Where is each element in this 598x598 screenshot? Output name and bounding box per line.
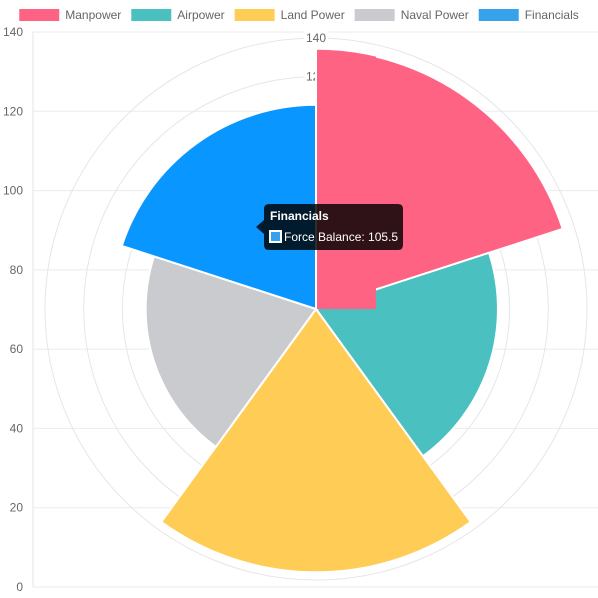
legend: Manpower Airpower Land Power Naval Power Fin… — [19, 8, 579, 22]
slice-financials[interactable] — [120, 103, 317, 311]
legend-item-land-power[interactable]: Land Power — [234, 8, 345, 22]
y-tick-label: 20 — [10, 501, 24, 515]
y-tick-label: 100 — [3, 184, 23, 198]
legend-swatch — [354, 9, 395, 21]
y-tick-label: 60 — [10, 342, 24, 356]
legend-label: Manpower — [65, 8, 121, 22]
tooltip-box — [256, 204, 403, 250]
tooltip: Financials Force Balance: 105.5 — [256, 204, 403, 250]
legend-item-financials[interactable]: Financials — [478, 8, 579, 22]
y-tick-label: 140 — [3, 25, 23, 39]
radial-tick-label: 140 — [306, 31, 326, 45]
legend-label: Land Power — [281, 8, 345, 22]
legend-swatch — [234, 9, 275, 21]
tooltip-swatch-fill — [271, 232, 280, 241]
legend-swatch — [19, 9, 60, 21]
legend-swatch — [478, 9, 519, 21]
y-tick-label: 40 — [10, 421, 24, 435]
y-tick-label: 0 — [16, 580, 23, 594]
legend-label: Naval Power — [401, 8, 469, 22]
tooltip-title: Financials — [270, 209, 329, 223]
legend-label: Financials — [525, 8, 579, 22]
legend-swatch — [131, 9, 172, 21]
legend-item-airpower[interactable]: Airpower — [131, 8, 225, 22]
slice-land-power[interactable] — [159, 307, 473, 574]
radial-tick-backdrop — [304, 31, 328, 45]
tooltip-label: Force Balance: 105.5 — [284, 230, 398, 244]
y-tick-label: 120 — [3, 104, 23, 118]
legend-item-manpower[interactable]: Manpower — [19, 8, 121, 22]
slice-naval-power[interactable] — [144, 255, 318, 449]
legend-label: Airpower — [177, 8, 224, 22]
y-tick-label: 80 — [10, 263, 24, 277]
legend-item-naval-power[interactable]: Naval Power — [354, 8, 469, 22]
